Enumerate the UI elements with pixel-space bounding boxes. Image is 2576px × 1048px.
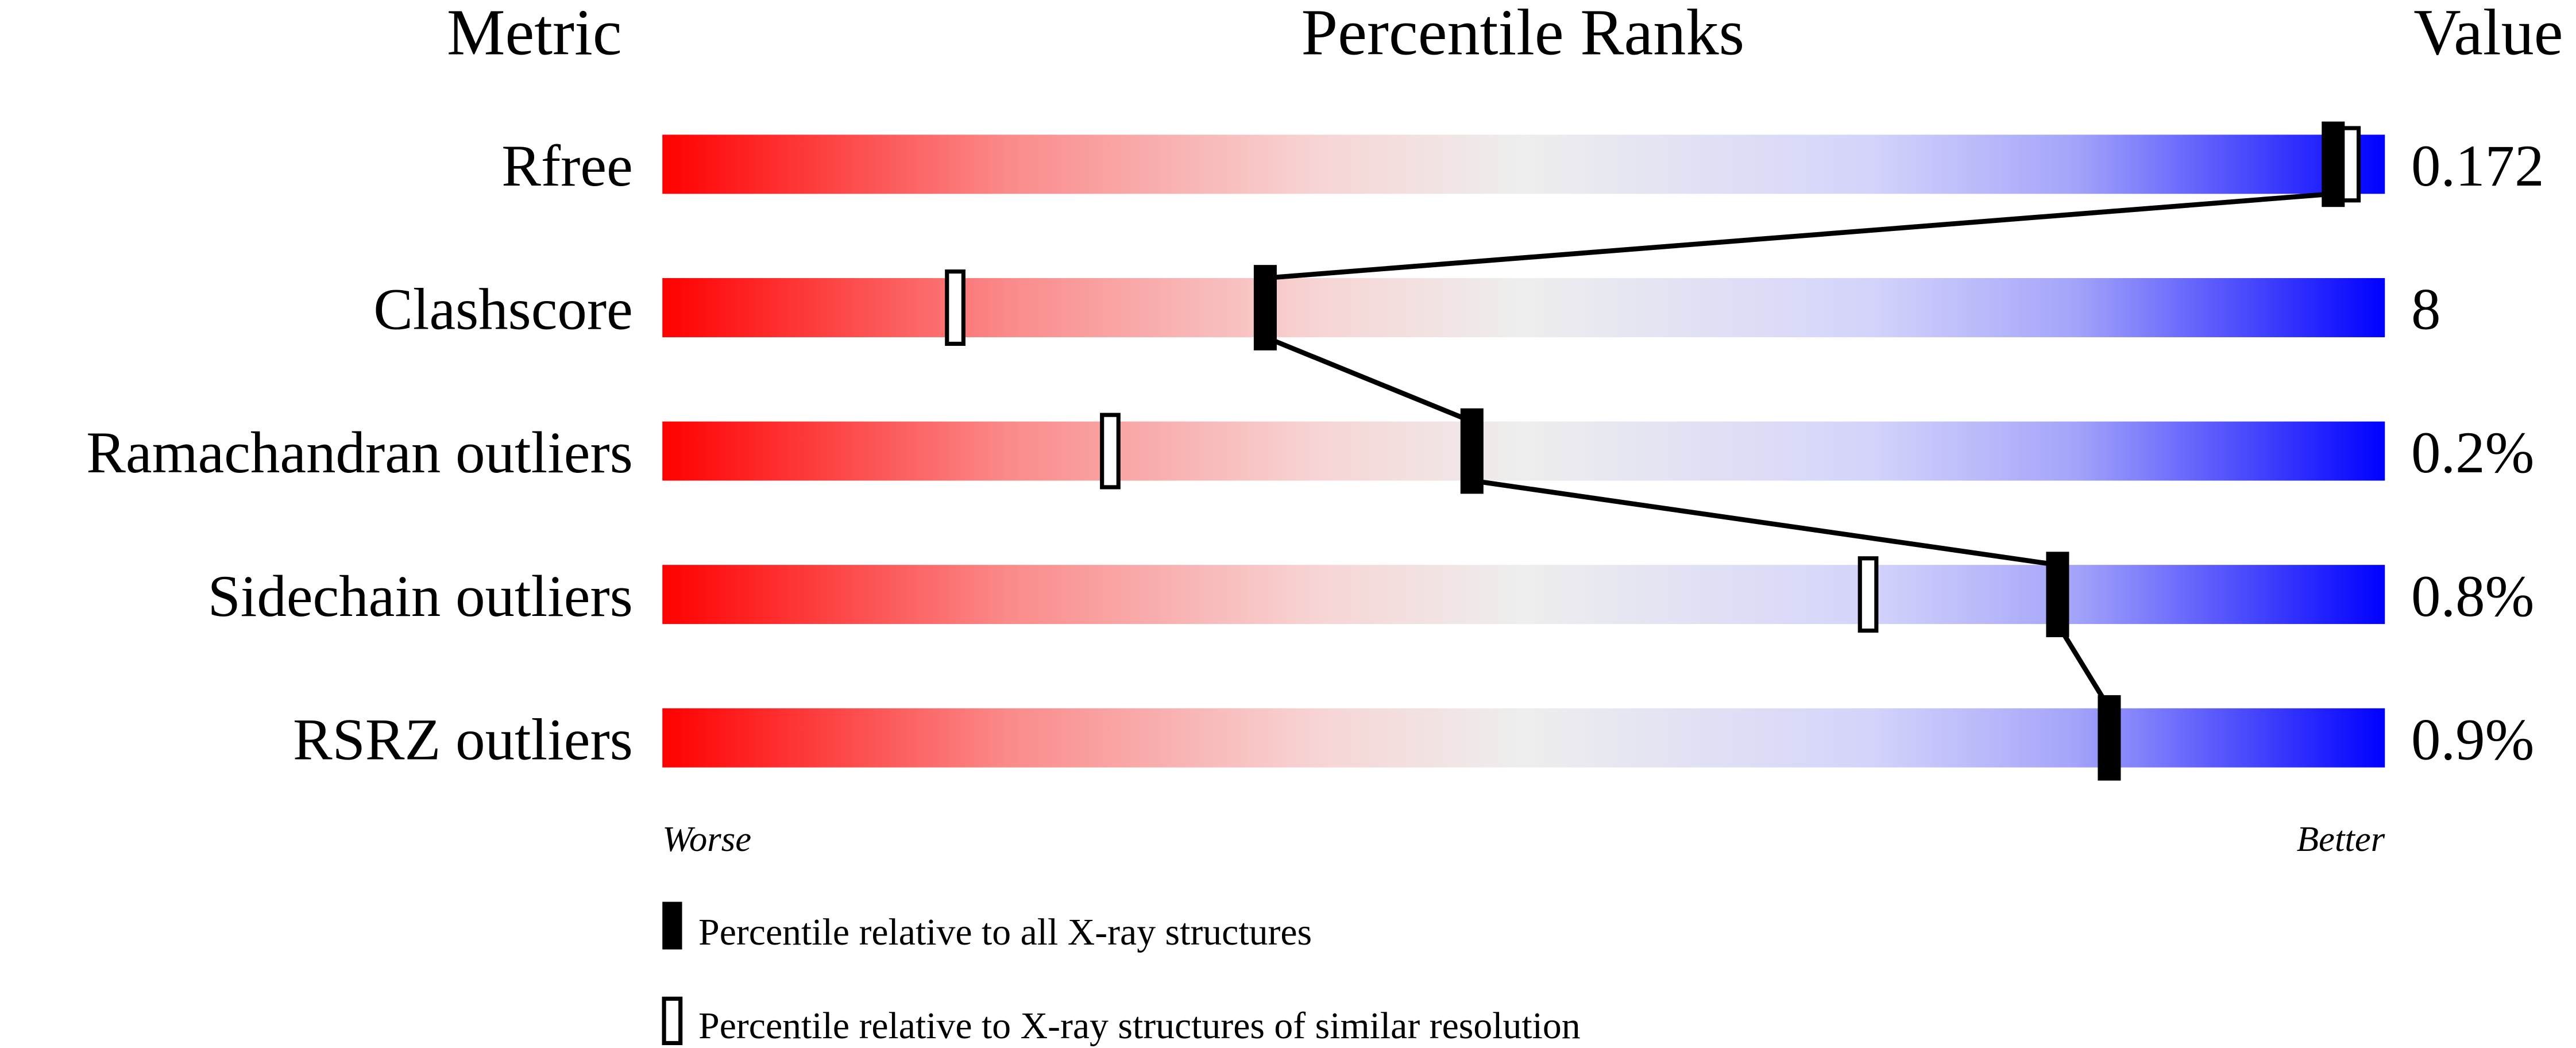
axis-label-worse: Worse bbox=[662, 819, 751, 859]
connector-line bbox=[1472, 478, 2059, 568]
legend-filled-marker bbox=[662, 901, 682, 950]
all-structures-marker bbox=[2046, 552, 2069, 637]
all-structures-marker bbox=[1460, 408, 1484, 494]
header-value: Value bbox=[2413, 0, 2563, 68]
metric-label: Rfree bbox=[501, 133, 633, 199]
metric-label: Ramachandran outliers bbox=[86, 420, 633, 486]
metric-label: Sidechain outliers bbox=[208, 564, 633, 629]
legend-open-marker bbox=[662, 996, 683, 1045]
connector-line bbox=[1264, 334, 1473, 424]
similar-resolution-marker bbox=[1100, 413, 1121, 490]
metric-value: 0.2% bbox=[2411, 420, 2534, 486]
metric-label: Clashscore bbox=[373, 277, 633, 342]
all-structures-marker bbox=[2098, 695, 2121, 781]
header-metric: Metric bbox=[447, 0, 622, 68]
metric-value: 8 bbox=[2411, 277, 2440, 342]
percentile-bar bbox=[662, 708, 2385, 768]
all-structures-marker bbox=[2322, 121, 2345, 207]
similar-resolution-marker bbox=[1857, 556, 1879, 633]
percentile-bar bbox=[662, 421, 2385, 481]
percentile-bar bbox=[662, 278, 2385, 337]
metric-value: 0.9% bbox=[2411, 707, 2534, 772]
similar-resolution-marker bbox=[945, 269, 965, 346]
connector-line bbox=[1265, 191, 2334, 281]
header-percentile: Percentile Ranks bbox=[1301, 0, 1745, 68]
axis-label-better: Better bbox=[2297, 819, 2385, 859]
connector-line bbox=[2055, 622, 2112, 710]
all-structures-marker bbox=[1253, 265, 1277, 350]
metric-value: 0.172 bbox=[2411, 133, 2544, 199]
legend-open-label: Percentile relative to X-ray structures … bbox=[698, 1005, 1581, 1047]
metric-label: RSRZ outliers bbox=[293, 707, 633, 772]
legend-filled-label: Percentile relative to all X-ray structu… bbox=[698, 911, 1312, 953]
percentile-bar bbox=[662, 134, 2385, 194]
metric-value: 0.8% bbox=[2411, 564, 2534, 629]
percentile-bar bbox=[662, 565, 2385, 625]
